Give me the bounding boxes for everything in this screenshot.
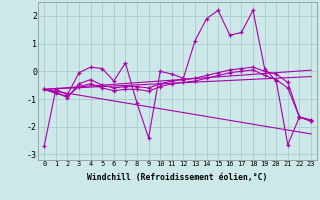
X-axis label: Windchill (Refroidissement éolien,°C): Windchill (Refroidissement éolien,°C) xyxy=(87,173,268,182)
